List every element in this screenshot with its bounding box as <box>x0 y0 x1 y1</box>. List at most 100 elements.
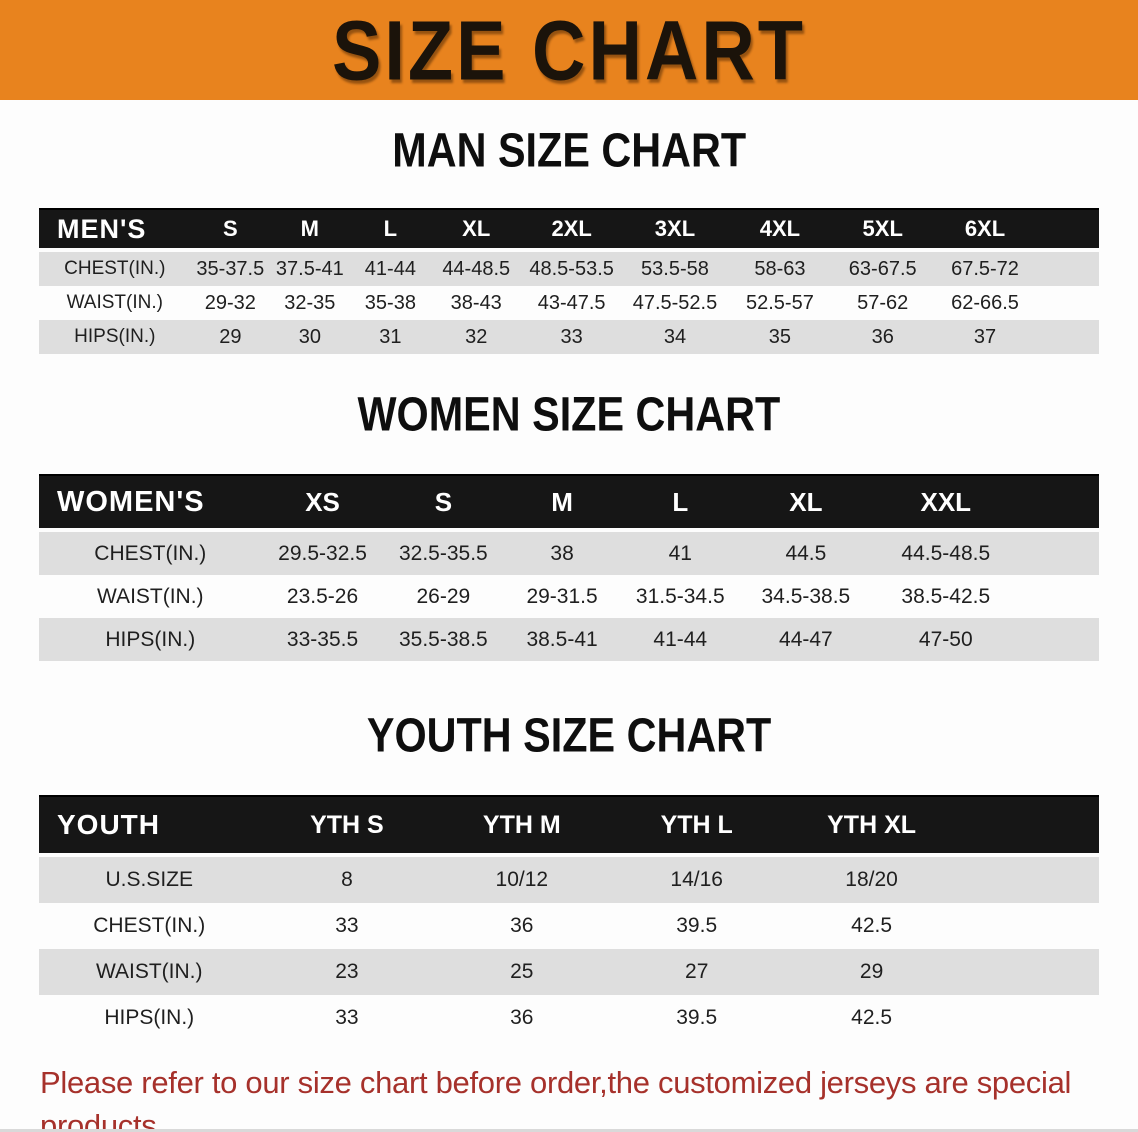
table-row: WAIST(IN.) 29-32 32-35 35-38 38-43 43-47… <box>39 286 1099 320</box>
size-value-cell: 62-66.5 <box>933 286 1037 320</box>
size-value-cell: 29-31.5 <box>503 575 621 618</box>
size-value-cell: 63-67.5 <box>831 252 934 286</box>
size-column-header: XXL <box>872 474 1020 532</box>
size-value-cell: 32 <box>431 320 522 354</box>
row-label: CHEST(IN.) <box>39 252 191 286</box>
size-value-cell: 8 <box>259 857 435 903</box>
size-column-header: 5XL <box>831 208 934 252</box>
size-value-cell: 36 <box>434 995 610 1041</box>
size-value-cell: 34 <box>621 320 728 354</box>
size-column-header: L <box>349 208 432 252</box>
size-value-cell: 10/12 <box>434 857 610 903</box>
size-value-cell: 44.5-48.5 <box>872 532 1020 575</box>
size-column-header: 6XL <box>933 208 1037 252</box>
size-value-cell: 27 <box>609 949 785 995</box>
table-row: CHEST(IN.) 35-37.5 37.5-41 41-44 44-48.5… <box>39 252 1099 286</box>
header-filler <box>1036 208 1099 252</box>
size-column-header: XS <box>261 474 384 532</box>
cell-filler <box>1019 532 1099 575</box>
mens-header-row: MEN'S S M L XL 2XL 3XL 4XL 5XL 6XL <box>39 208 1099 252</box>
table-row: CHEST(IN.) 29.5-32.5 32.5-35.5 38 41 44.… <box>39 532 1099 575</box>
size-value-cell: 67.5-72 <box>933 252 1037 286</box>
size-value-cell: 35 <box>727 320 832 354</box>
cell-filler <box>1019 575 1099 618</box>
table-row: HIPS(IN.) 33-35.5 35.5-38.5 38.5-41 41-4… <box>39 618 1099 661</box>
row-label: HIPS(IN.) <box>39 995 260 1041</box>
size-value-cell: 47.5-52.5 <box>621 286 728 320</box>
size-value-cell: 38.5-42.5 <box>872 575 1020 618</box>
row-label: WAIST(IN.) <box>39 949 260 995</box>
size-value-cell: 38.5-41 <box>503 618 621 661</box>
size-value-cell: 53.5-58 <box>621 252 728 286</box>
row-label: WAIST(IN.) <box>39 575 262 618</box>
size-value-cell: 48.5-53.5 <box>521 252 622 286</box>
banner: SIZE CHART <box>0 0 1138 100</box>
size-value-cell: 36 <box>434 903 610 949</box>
cell-filler <box>1036 252 1099 286</box>
size-value-cell: 34.5-38.5 <box>739 575 873 618</box>
size-value-cell: 39.5 <box>609 995 785 1041</box>
size-value-cell: 35-38 <box>349 286 432 320</box>
size-value-cell: 29 <box>784 949 960 995</box>
youth-size-table: YOUTH YTH S YTH M YTH L YTH XL U.S.SIZE … <box>39 795 1099 1041</box>
size-value-cell: 23.5-26 <box>261 575 384 618</box>
cell-filler <box>959 903 1099 949</box>
table-row: WAIST(IN.) 23.5-26 26-29 29-31.5 31.5-34… <box>39 575 1099 618</box>
size-value-cell: 26-29 <box>383 575 504 618</box>
size-value-cell: 32-35 <box>270 286 350 320</box>
row-label: U.S.SIZE <box>39 857 260 903</box>
size-column-header: YTH XL <box>784 795 960 857</box>
header-filler <box>1019 474 1099 532</box>
size-value-cell: 41 <box>620 532 740 575</box>
cell-filler <box>1036 286 1099 320</box>
table-row: HIPS(IN.) 29 30 31 32 33 34 35 36 37 <box>39 320 1099 354</box>
size-column-header: YTH M <box>434 795 610 857</box>
size-column-header: S <box>383 474 504 532</box>
women-size-chart-heading-text: WOMEN SIZE CHART <box>357 387 781 442</box>
cell-filler <box>959 857 1099 903</box>
size-value-cell: 38 <box>503 532 621 575</box>
row-label: CHEST(IN.) <box>39 532 262 575</box>
size-value-cell: 58-63 <box>727 252 832 286</box>
size-value-cell: 36 <box>831 320 934 354</box>
mens-size-table: MEN'S S M L XL 2XL 3XL 4XL 5XL 6XL CHEST… <box>39 208 1099 354</box>
disclaimer-line-1: Please refer to our size chart before or… <box>40 1065 1072 1132</box>
size-column-header: XL <box>431 208 522 252</box>
banner-title: SIZE CHART <box>332 2 806 98</box>
size-value-cell: 33-35.5 <box>261 618 384 661</box>
row-label: WAIST(IN.) <box>39 286 191 320</box>
row-label: HIPS(IN.) <box>39 618 262 661</box>
women-size-chart-heading: WOMEN SIZE CHART <box>0 387 1138 448</box>
size-value-cell: 35.5-38.5 <box>383 618 504 661</box>
youth-size-chart-heading: YOUTH SIZE CHART <box>0 710 1138 769</box>
size-value-cell: 44-48.5 <box>431 252 522 286</box>
size-column-header: 3XL <box>621 208 728 252</box>
womens-size-table: WOMEN'S XS S M L XL XXL CHEST(IN.) 29.5-… <box>39 474 1099 661</box>
size-value-cell: 43-47.5 <box>521 286 622 320</box>
size-value-cell: 14/16 <box>609 857 785 903</box>
size-value-cell: 41-44 <box>620 618 740 661</box>
size-value-cell: 42.5 <box>784 995 960 1041</box>
size-value-cell: 37 <box>933 320 1037 354</box>
size-column-header: M <box>270 208 350 252</box>
header-filler <box>959 795 1099 857</box>
size-value-cell: 37.5-41 <box>270 252 350 286</box>
table-row: WAIST(IN.) 23 25 27 29 <box>39 949 1099 995</box>
size-value-cell: 41-44 <box>349 252 432 286</box>
size-value-cell: 31 <box>349 320 432 354</box>
cell-filler <box>1036 320 1099 354</box>
size-value-cell: 31.5-34.5 <box>620 575 740 618</box>
size-value-cell: 35-37.5 <box>190 252 271 286</box>
table-row: CHEST(IN.) 33 36 39.5 42.5 <box>39 903 1099 949</box>
size-value-cell: 52.5-57 <box>727 286 832 320</box>
size-value-cell: 33 <box>259 903 435 949</box>
size-column-header: XL <box>739 474 873 532</box>
row-label: CHEST(IN.) <box>39 903 260 949</box>
size-value-cell: 42.5 <box>784 903 960 949</box>
row-label: HIPS(IN.) <box>39 320 191 354</box>
size-value-cell: 44-47 <box>739 618 873 661</box>
size-value-cell: 18/20 <box>784 857 960 903</box>
man-size-chart-heading: MAN SIZE CHART <box>0 125 1138 184</box>
cell-filler <box>959 949 1099 995</box>
size-value-cell: 29.5-32.5 <box>261 532 384 575</box>
